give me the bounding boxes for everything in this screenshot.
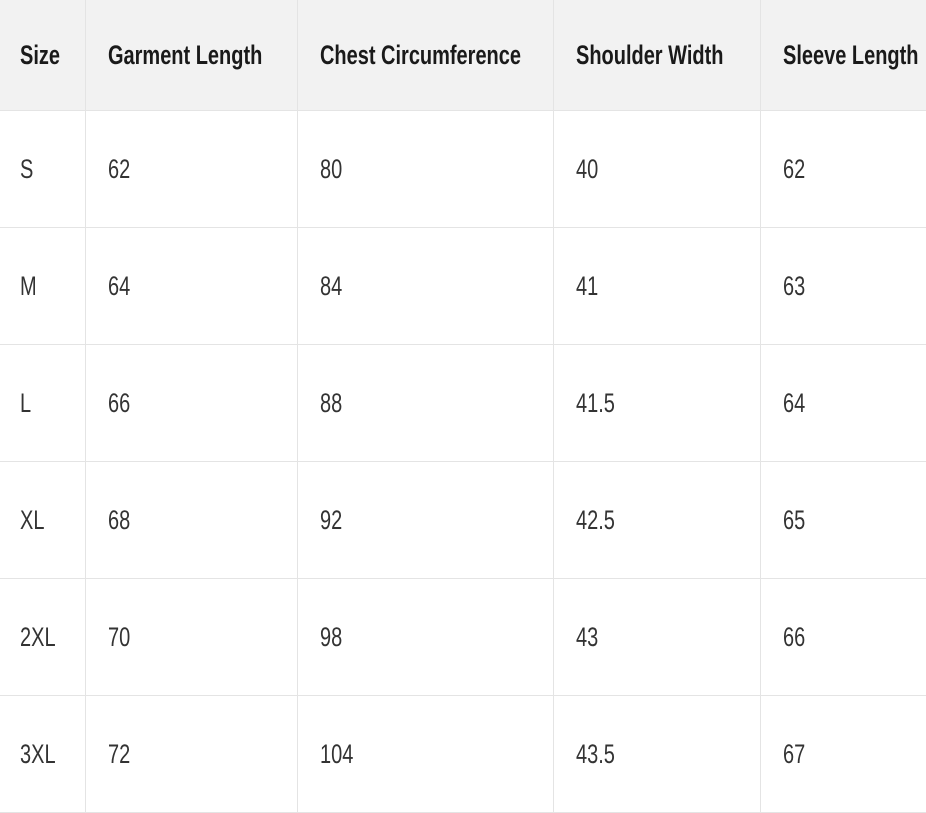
cell-value: 67 [782,738,805,769]
cell-value: 98 [319,621,342,652]
cell-value: 42.5 [575,504,615,535]
cell-value: 62 [782,153,805,184]
cell-value: 40 [575,153,598,184]
table-cell: 64 [759,344,926,462]
table-cell: 62 [759,110,926,228]
table-cell: 3XL [0,695,86,813]
table-cell: 70 [84,578,298,696]
table-row: XL 68 92 42.5 65 [0,461,926,579]
cell-value: 72 [107,738,130,769]
table-cell: 66 [759,578,926,696]
cell-value: 2XL [20,621,56,652]
table-row: 3XL 72 104 43.5 67 [0,695,926,813]
table-cell: 84 [296,227,554,345]
cell-value: 64 [107,270,130,301]
column-header-label: Garment Length [107,39,262,70]
table-cell: L [0,344,86,462]
table-row: M 64 84 41 63 [0,227,926,345]
cell-value: S [20,153,34,184]
cell-value: 63 [782,270,805,301]
table-cell: 63 [759,227,926,345]
table-cell: 98 [296,578,554,696]
cell-value: 80 [319,153,342,184]
column-header: Garment Length [84,0,298,111]
column-header-label: Size [20,39,60,70]
cell-value: 62 [107,153,130,184]
cell-value: 66 [107,387,130,418]
cell-value: 84 [319,270,342,301]
header-row: Size Garment Length Chest Circumference Sho… [0,0,926,111]
cell-value: 65 [782,504,805,535]
table-cell: 41 [552,227,761,345]
table-cell: S [0,110,86,228]
table-row: S 62 80 40 62 [0,110,926,228]
column-header-label: Chest Circumference [319,39,521,70]
column-header: Chest Circumference [296,0,554,111]
table-cell: 42.5 [552,461,761,579]
table-cell: 68 [84,461,298,579]
cell-value: 3XL [20,738,56,769]
table-cell: 88 [296,344,554,462]
table-cell: 62 [84,110,298,228]
table-cell: 40 [552,110,761,228]
column-header: Size [0,0,86,111]
cell-value: 104 [319,738,353,769]
table-row: L 66 88 41.5 64 [0,344,926,462]
column-header-label: Sleeve Length [782,39,918,70]
table-row: 2XL 70 98 43 66 [0,578,926,696]
table-cell: XL [0,461,86,579]
cell-value: 92 [319,504,342,535]
column-header: Shoulder Width [552,0,761,111]
cell-value: XL [20,504,45,535]
table-cell: 104 [296,695,554,813]
table-cell: 67 [759,695,926,813]
table-cell: 72 [84,695,298,813]
cell-value: 88 [319,387,342,418]
table-cell: 64 [84,227,298,345]
table-cell: 92 [296,461,554,579]
cell-value: 66 [782,621,805,652]
table-cell: 2XL [0,578,86,696]
table-body: S 62 80 40 62 M 64 84 41 63 L 66 88 41.5 64 XL 68 92 42.5 6… [0,110,926,813]
cell-value: 64 [782,387,805,418]
column-header-label: Shoulder Width [575,39,723,70]
cell-value: M [20,270,37,301]
cell-value: L [20,387,32,418]
table-cell: M [0,227,86,345]
cell-value: 68 [107,504,130,535]
table-cell: 43 [552,578,761,696]
cell-value: 43.5 [575,738,615,769]
cell-value: 70 [107,621,130,652]
table-cell: 66 [84,344,298,462]
table-cell: 41.5 [552,344,761,462]
table-cell: 80 [296,110,554,228]
table-cell: 65 [759,461,926,579]
cell-value: 41 [575,270,598,301]
cell-value: 43 [575,621,598,652]
cell-value: 41.5 [575,387,615,418]
table-header: Size Garment Length Chest Circumference Sho… [0,0,926,111]
table-cell: 43.5 [552,695,761,813]
column-header: Sleeve Length [759,0,926,111]
